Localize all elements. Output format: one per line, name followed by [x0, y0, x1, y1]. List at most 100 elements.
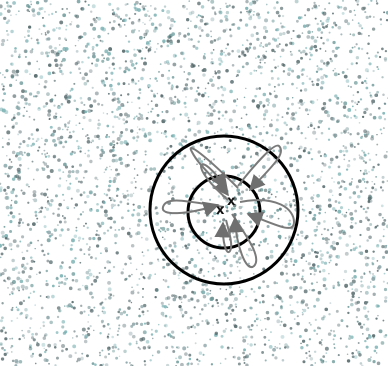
particle-dot: [344, 283, 349, 288]
particle-dot: [59, 141, 63, 144]
particle-dot: [32, 338, 36, 342]
particle-dot: [232, 293, 235, 296]
particle-dot: [118, 355, 121, 358]
particle-dot: [107, 217, 110, 220]
particle-dot: [337, 165, 341, 169]
particle-dot: [166, 76, 170, 81]
particle-dot: [89, 23, 94, 27]
particle-dot: [346, 353, 349, 355]
particle-dot: [62, 193, 65, 196]
particle-dot: [143, 206, 146, 208]
particle-dot: [131, 213, 135, 217]
particle-dot: [357, 100, 360, 104]
particle-dot: [37, 149, 40, 152]
particle-dot: [321, 120, 324, 123]
particle-dot: [196, 299, 200, 303]
particle-dot: [356, 132, 360, 136]
particle-dot: [94, 363, 97, 366]
particle-dot: [136, 174, 139, 177]
particle-dot: [46, 30, 50, 34]
particle-dot: [10, 204, 13, 207]
particle-dot: [52, 28, 56, 32]
particle-dot: [193, 264, 198, 268]
particle-dot: [65, 179, 68, 182]
particle-dot: [368, 62, 372, 66]
particle-dot: [337, 354, 340, 357]
particle-dot: [58, 285, 60, 288]
particle-dot: [286, 141, 290, 145]
particle-dot: [196, 120, 201, 125]
particle-dot: [248, 328, 252, 331]
particle-dot: [264, 359, 267, 362]
particle-dot: [208, 103, 212, 107]
particle-dot: [11, 150, 16, 155]
particle-dot: [192, 324, 195, 327]
particle-dot: [280, 320, 283, 323]
particle-dot: [22, 299, 26, 303]
particle-dot: [259, 241, 262, 244]
particle-dot: [141, 47, 144, 50]
particle-dot: [101, 53, 104, 57]
particle-dot: [339, 185, 343, 188]
particle-dot: [335, 221, 340, 226]
particle-dot: [29, 227, 33, 231]
particle-dot: [41, 152, 44, 155]
particle-dot: [0, 188, 3, 193]
particle-dot: [45, 105, 47, 107]
particle-dot: [75, 114, 77, 116]
particle-dot: [80, 356, 84, 361]
particle-dot: [312, 200, 315, 202]
particle-dot: [101, 349, 104, 352]
particle-dot: [53, 51, 57, 55]
particle-dot: [25, 39, 29, 43]
particle-dot: [195, 46, 199, 50]
particle-dot: [237, 173, 240, 177]
particle-dot: [254, 176, 257, 180]
particle-dot: [359, 169, 362, 172]
particle-dot: [119, 311, 124, 316]
particle-dot: [86, 79, 90, 83]
particle-dot: [209, 292, 211, 295]
particle-dot: [225, 288, 228, 291]
particle-dot: [1, 137, 4, 139]
particle-dot: [291, 249, 295, 254]
particle-dot: [26, 29, 31, 33]
particle-dot: [145, 117, 149, 120]
particle-dot: [362, 306, 367, 310]
particle-dot: [125, 361, 128, 364]
particle-dot: [260, 42, 262, 44]
particle-dot: [332, 330, 336, 333]
particle-dot: [38, 107, 41, 110]
particle-dot: [313, 350, 317, 354]
particle-dot: [143, 214, 146, 217]
particle-dot: [2, 85, 5, 88]
particle-dot: [109, 49, 112, 52]
particle-dot: [156, 246, 160, 250]
particle-dot: [64, 123, 67, 126]
particle-dot: [299, 89, 303, 92]
particle-dot: [345, 115, 349, 119]
particle-dot: [323, 163, 327, 167]
particle-dot: [213, 226, 216, 229]
trajectory-paths: [161, 144, 296, 269]
particle-dot: [3, 188, 7, 192]
particle-dot: [0, 4, 3, 9]
particle-dot: [296, 315, 299, 318]
particle-dot: [165, 346, 169, 350]
particle-dot: [47, 154, 51, 158]
particle-dot: [149, 359, 152, 362]
particle-dot: [275, 118, 279, 122]
particle-dot: [255, 31, 259, 35]
particle-dot: [245, 61, 249, 66]
particle-dot: [181, 157, 185, 161]
particle-dot: [288, 219, 291, 222]
particle-dot: [310, 100, 315, 105]
particle-dot: [229, 263, 233, 268]
particle-dot: [349, 49, 353, 54]
particle-dot: [68, 131, 71, 134]
particle-dot: [28, 185, 30, 188]
particle-dot: [38, 83, 41, 86]
particle-dot: [53, 143, 58, 147]
particle-dot: [233, 297, 238, 302]
particle-dot: [1, 146, 4, 149]
